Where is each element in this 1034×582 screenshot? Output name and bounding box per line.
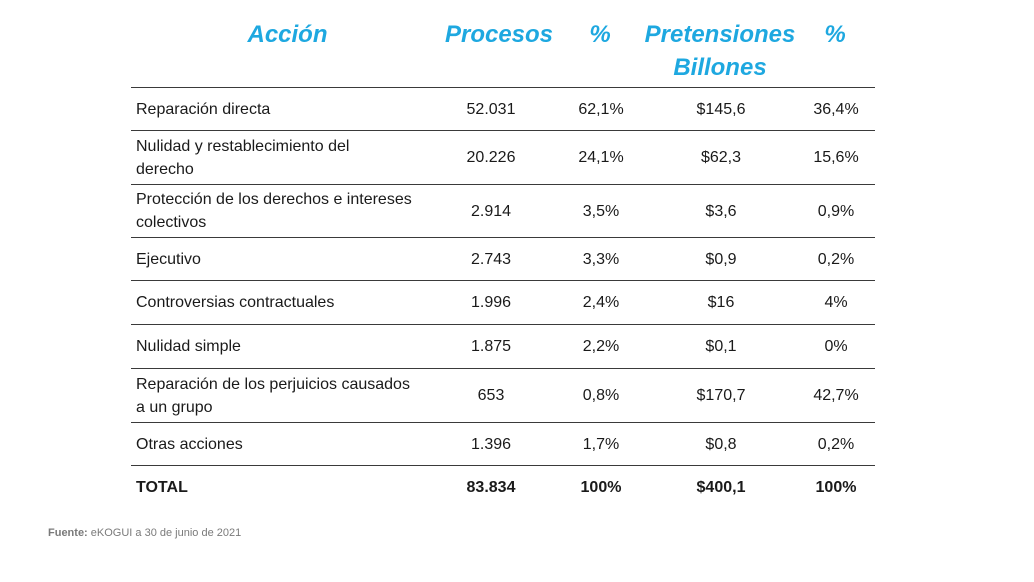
source-text: eKOGUI a 30 de junio de 2021: [87, 527, 242, 539]
cell-percent-procesos: 2,2%: [582, 338, 620, 355]
cell-pretensiones: $0,1: [705, 338, 737, 355]
table-row: Ejecutivo 2.743 3,3% $0,9 0,2%: [131, 237, 875, 280]
cell-procesos: 1.396: [470, 435, 512, 453]
cell-accion: Otras acciones: [136, 435, 243, 453]
cell-percent-pretensiones: 0,2%: [817, 250, 855, 268]
data-table: Reparación directa 52.031 62,1% $145,6 3…: [131, 87, 875, 508]
cell-accion: Reparación directa: [136, 100, 271, 118]
cell-percent-procesos: 2,4%: [582, 294, 620, 311]
cell-percent-pretensiones: 0%: [824, 338, 848, 355]
cell-accion: Nulidad simple: [136, 338, 241, 355]
cell-percent-pretensiones: 36,4%: [813, 100, 859, 118]
table-row: Reparación directa 52.031 62,1% $145,6 3…: [131, 87, 875, 130]
table-row: Nulidad y restablecimiento del derecho 20…: [131, 130, 875, 184]
cell-percent-procesos: 62,1%: [578, 100, 624, 118]
cell-pretensiones: $3,6: [705, 202, 737, 220]
cell-pretensiones: $0,9: [705, 250, 737, 268]
cell-accion: Reparación de los perjuicios causados a u…: [136, 375, 410, 416]
header-accion: Acción: [247, 21, 328, 48]
header-percent-procesos: %: [589, 21, 611, 48]
cell-percent-procesos: 24,1%: [578, 149, 624, 166]
total-row: TOTAL 83.834 100% $400,1 100%: [131, 465, 875, 508]
cell-procesos: 1.875: [470, 338, 512, 355]
table-row: Otras acciones 1.396 1,7% $0,8 0,2%: [131, 422, 875, 465]
cell-accion: Controversias contractuales: [136, 294, 335, 311]
cell-percent-procesos: 3,3%: [582, 250, 620, 268]
cell-accion: Ejecutivo: [136, 250, 201, 268]
cell-procesos: 653: [477, 387, 505, 404]
source-label: Fuente:: [48, 527, 88, 539]
cell-procesos: 52.031: [466, 100, 516, 118]
cell-percent-pretensiones: 42,7%: [813, 387, 859, 404]
cell-pretensiones: $170,7: [696, 387, 746, 404]
cell-procesos: 1.996: [470, 294, 512, 311]
cell-pretensiones-total: $400,1: [696, 478, 746, 496]
cell-percent-pretensiones: 4%: [824, 294, 848, 311]
cell-procesos: 2.914: [470, 202, 512, 220]
header-pretensiones-line2: Billones: [673, 54, 767, 81]
cell-percent-pretensiones-total: 100%: [815, 478, 857, 496]
header-pretensiones-line1: Pretensiones: [644, 21, 796, 48]
source-note: Fuente: eKOGUI a 30 de junio de 2021: [48, 527, 241, 539]
cell-pretensiones: $62,3: [700, 149, 742, 166]
cell-accion: Nulidad y restablecimiento del derecho: [136, 137, 350, 178]
cell-accion-total: TOTAL: [136, 478, 188, 496]
cell-percent-procesos: 1,7%: [582, 435, 620, 453]
header-percent-pretensiones: %: [824, 21, 846, 48]
cell-percent-pretensiones: 15,6%: [813, 149, 859, 166]
cell-accion: Protección de los derechos e intereses co…: [136, 191, 412, 231]
cell-procesos: 2.743: [470, 250, 512, 268]
cell-procesos: 20.226: [466, 149, 516, 166]
cell-percent-procesos-total: 100%: [580, 478, 622, 496]
table-row: Protección de los derechos e intereses co…: [131, 184, 875, 237]
cell-pretensiones: $145,6: [696, 100, 746, 118]
cell-pretensiones: $16: [707, 294, 735, 311]
table-header: Acción Procesos % Pretensiones Billones …: [0, 18, 1034, 88]
header-pretensiones: Pretensiones Billones: [640, 18, 800, 84]
cell-percent-pretensiones: 0,2%: [817, 435, 855, 453]
table-row: Controversias contractuales 1.996 2,4% $…: [131, 280, 875, 324]
header-procesos: Procesos: [444, 21, 554, 48]
table-row: Reparación de los perjuicios causados a u…: [131, 368, 875, 422]
cell-percent-procesos: 0,8%: [582, 387, 620, 404]
cell-procesos-total: 83.834: [466, 478, 516, 496]
cell-pretensiones: $0,8: [705, 435, 737, 453]
table-row: Nulidad simple 1.875 2,2% $0,1 0%: [131, 324, 875, 368]
cell-percent-pretensiones: 0,9%: [817, 202, 855, 220]
cell-percent-procesos: 3,5%: [582, 202, 620, 220]
